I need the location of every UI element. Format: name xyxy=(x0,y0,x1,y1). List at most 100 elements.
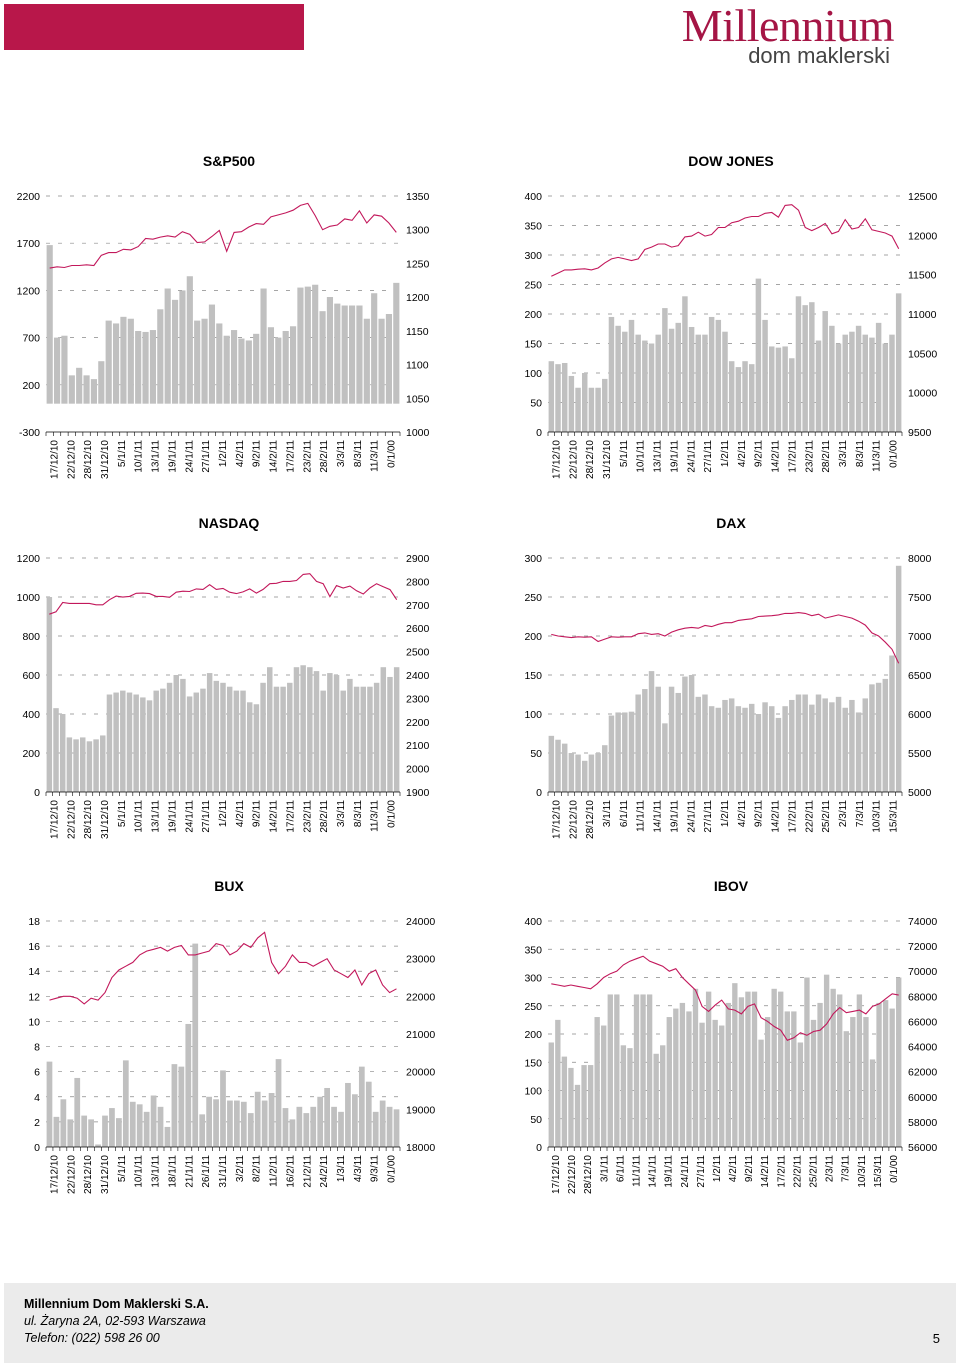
bar xyxy=(267,667,273,792)
bar xyxy=(333,675,340,792)
x-tick-label: 17/2/11 xyxy=(285,800,296,833)
bar xyxy=(98,361,105,404)
bar xyxy=(628,319,635,432)
bar xyxy=(234,1100,240,1147)
x-tick-label: 21/2/11 xyxy=(302,1155,313,1188)
bar xyxy=(247,1113,254,1147)
x-tick-label: 5/1/11 xyxy=(117,800,128,827)
bar xyxy=(802,694,808,792)
left-tick-label: 150 xyxy=(524,1057,542,1069)
index-line xyxy=(551,612,900,664)
bar xyxy=(810,1019,817,1147)
left-tick-label: 250 xyxy=(524,280,542,292)
chart-svg: DAX 300 250 200 150 100 50 0 8000 7500 7000 6500 600… xyxy=(524,515,932,839)
bar xyxy=(334,303,341,404)
bar xyxy=(166,682,173,792)
x-tick-label: 14/2/11 xyxy=(269,440,280,473)
x-tick-label: 3/3/11 xyxy=(838,440,849,467)
right-tick-label: 2700 xyxy=(406,600,430,612)
bar xyxy=(307,667,313,792)
bar xyxy=(90,379,98,404)
bar xyxy=(312,284,319,404)
left-tick-label: 2200 xyxy=(17,191,41,203)
x-tick-label: 2/3/11 xyxy=(825,1155,836,1182)
bar xyxy=(587,1065,594,1147)
right-tick-label: 56000 xyxy=(908,1142,937,1154)
bar xyxy=(850,1017,856,1147)
bar xyxy=(100,735,106,792)
x-tick-label: 24/2/11 xyxy=(319,1155,330,1188)
bar xyxy=(260,288,267,404)
right-tick-label: 10500 xyxy=(908,348,937,360)
bar xyxy=(875,682,882,792)
x-tick-label: 27/1/11 xyxy=(703,800,714,833)
chart-svg: BUX 18 16 14 12 10 8 6 4 2 0 24000 23000 22000 21000 20… xyxy=(28,878,435,1194)
x-tick-label: 5/1/11 xyxy=(117,440,128,467)
x-tick-label: 0/1/00 xyxy=(889,1155,900,1183)
bar xyxy=(642,689,648,792)
bar xyxy=(287,682,293,792)
bar xyxy=(373,682,380,792)
bar xyxy=(728,361,735,432)
x-tick-label: 31/12/10 xyxy=(602,440,613,479)
bar xyxy=(300,665,306,792)
bar xyxy=(555,364,561,432)
bar xyxy=(199,1114,206,1147)
bar xyxy=(778,991,784,1147)
right-tick-label: 62000 xyxy=(908,1067,937,1079)
bar xyxy=(575,387,581,432)
x-tick-label: 3/3/11 xyxy=(336,440,347,467)
x-tick-label: 17/2/11 xyxy=(776,1155,787,1188)
chart-title: NASDAQ xyxy=(199,515,260,531)
x-tick-label: 1/2/11 xyxy=(720,440,731,467)
right-tick-label: 2800 xyxy=(406,576,430,588)
bar xyxy=(855,712,862,792)
left-tick-label: 1200 xyxy=(17,553,41,565)
bar xyxy=(660,1045,666,1147)
right-tick-label: 1300 xyxy=(406,225,430,237)
bar xyxy=(855,325,862,432)
index-line xyxy=(49,931,397,1005)
bar xyxy=(233,690,240,792)
logo-subtitle: dom maklerski xyxy=(748,43,890,68)
bar xyxy=(353,686,360,792)
bar xyxy=(385,314,393,404)
bar xyxy=(140,697,146,792)
bar xyxy=(748,703,755,792)
chart-svg: NASDAQ1200100080060040020002900280027002… xyxy=(17,515,430,839)
bar xyxy=(692,988,699,1147)
bar xyxy=(220,682,226,792)
right-tick-label: 8000 xyxy=(908,553,932,565)
x-tick-label: 3/1/11 xyxy=(602,800,613,827)
bar xyxy=(835,343,842,432)
left-tick-label: 400 xyxy=(524,191,542,203)
bar xyxy=(771,988,777,1147)
bar xyxy=(762,702,768,792)
x-tick-label: 10/3/11 xyxy=(857,1155,868,1188)
bar xyxy=(136,1104,143,1147)
chart-dax: DAX 300 250 200 150 100 50 0 8000 7500 7000 6500 600… xyxy=(506,512,956,860)
x-tick-label: 17/12/10 xyxy=(49,1155,60,1194)
bar xyxy=(358,1066,365,1147)
bar xyxy=(296,1106,303,1147)
x-tick-label: 15/3/11 xyxy=(873,1155,884,1188)
bar xyxy=(193,692,200,792)
left-tick-label: 16 xyxy=(28,941,40,953)
left-tick-label: 300 xyxy=(524,250,542,262)
x-tick-label: 31/12/10 xyxy=(100,440,111,479)
bar xyxy=(822,698,828,792)
bar xyxy=(849,699,855,792)
x-tick-label: 8/2/11 xyxy=(252,1155,263,1182)
bar xyxy=(735,706,742,792)
bar xyxy=(561,362,568,432)
x-tick-label: 31/12/10 xyxy=(100,800,111,839)
bar xyxy=(815,694,822,792)
left-tick-label: 400 xyxy=(22,709,40,721)
x-tick-label: 10/1/11 xyxy=(636,440,647,473)
bar xyxy=(575,754,581,792)
bar xyxy=(755,714,762,792)
x-tick-label: 18/1/11 xyxy=(167,1155,178,1188)
bar xyxy=(365,1081,372,1147)
bar xyxy=(842,334,848,432)
right-tick-label: 1050 xyxy=(406,393,430,405)
